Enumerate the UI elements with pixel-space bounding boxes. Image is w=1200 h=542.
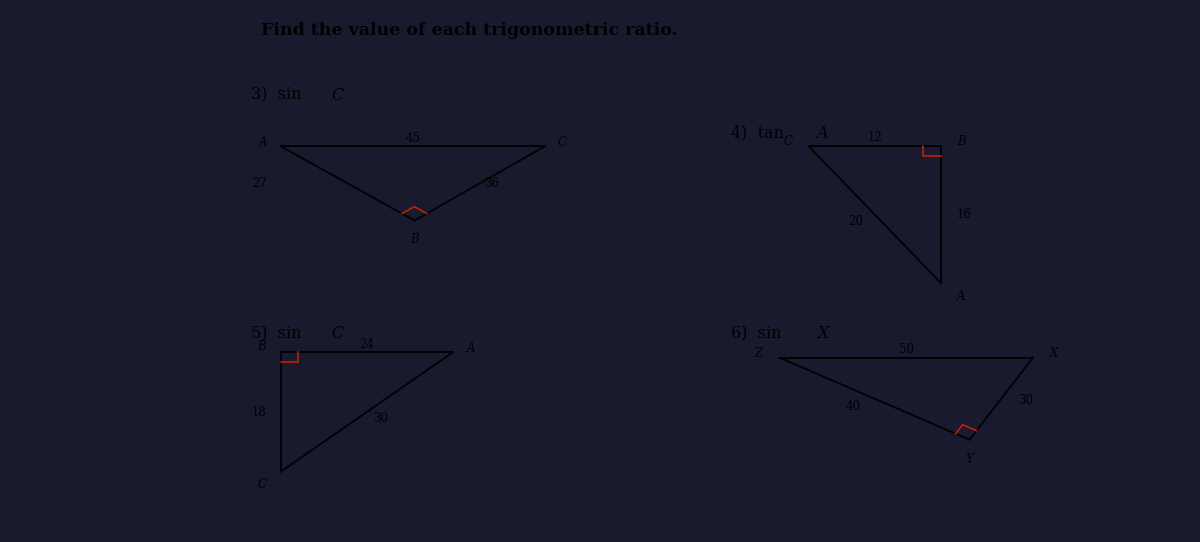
- Text: 50: 50: [899, 344, 913, 357]
- Text: 18: 18: [251, 405, 266, 418]
- Text: 30: 30: [1019, 394, 1033, 407]
- Text: B: B: [958, 136, 966, 149]
- Text: 12: 12: [868, 131, 882, 144]
- Text: C: C: [258, 478, 266, 491]
- Text: X: X: [817, 325, 828, 342]
- Text: 30: 30: [373, 412, 389, 425]
- Text: 6)  sin: 6) sin: [731, 325, 786, 342]
- Text: 3)  sin: 3) sin: [251, 87, 307, 104]
- Text: 45: 45: [406, 132, 420, 145]
- Text: Find the value of each trigonometric ratio.: Find the value of each trigonometric rat…: [262, 22, 678, 38]
- Text: 27: 27: [252, 177, 266, 190]
- Text: C: C: [784, 136, 793, 149]
- Text: C: C: [331, 87, 343, 104]
- Text: A: A: [817, 125, 828, 141]
- Text: 24: 24: [359, 338, 374, 351]
- Text: A: A: [958, 290, 966, 303]
- Text: 20: 20: [848, 215, 863, 228]
- Text: A: A: [259, 136, 268, 149]
- Text: 40: 40: [846, 400, 860, 413]
- Text: B: B: [258, 340, 266, 353]
- Text: B: B: [410, 234, 419, 247]
- Text: 16: 16: [956, 208, 972, 221]
- Text: X: X: [1050, 347, 1058, 360]
- Text: Z: Z: [755, 347, 762, 360]
- Text: 5)  sin: 5) sin: [251, 325, 307, 342]
- Text: Y: Y: [966, 453, 973, 466]
- Text: C: C: [558, 136, 566, 149]
- Text: C: C: [331, 325, 343, 342]
- Text: 36: 36: [485, 177, 499, 190]
- Text: A: A: [467, 341, 476, 354]
- Text: 4)  tan: 4) tan: [731, 125, 788, 141]
